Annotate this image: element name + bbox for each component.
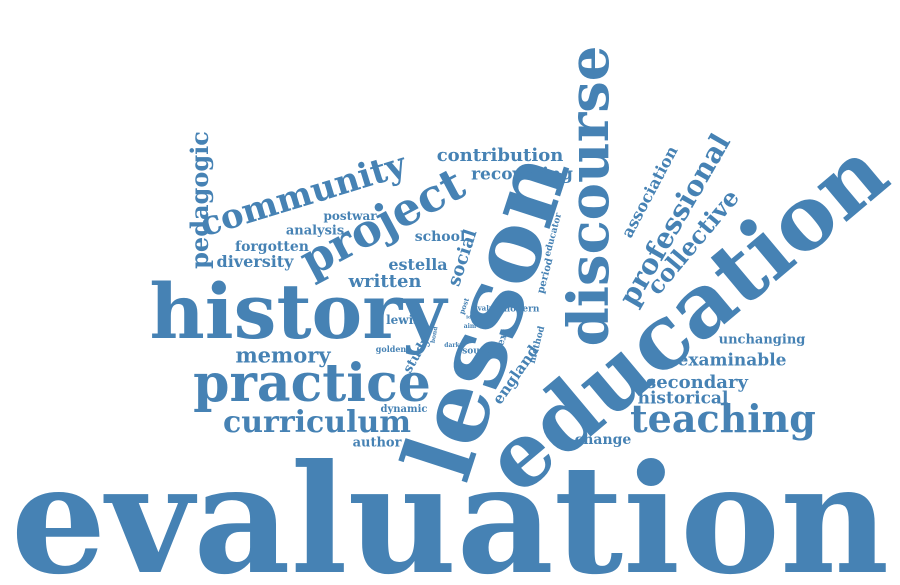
word-modern: modern xyxy=(500,304,540,315)
word-written: written xyxy=(348,271,422,292)
word-diversity: diversity xyxy=(216,252,294,271)
word-lewis: lewis xyxy=(386,313,420,327)
word-contribution: contribution xyxy=(436,145,564,166)
word-change: change xyxy=(574,432,632,448)
word-historical: historical xyxy=(637,388,729,409)
word-value: value xyxy=(477,303,499,313)
word-history: history xyxy=(149,267,447,356)
word-golden: golden xyxy=(375,344,407,354)
word-forgotten: forgotten xyxy=(235,239,309,255)
word-aim: aim xyxy=(463,323,477,330)
word-unchanging: unchanging xyxy=(718,332,806,348)
word-dynamic: dynamic xyxy=(380,404,428,415)
word-recovering: recovering xyxy=(471,164,573,185)
word-discourse: discourse xyxy=(556,45,622,347)
word-memory: memory xyxy=(235,342,331,368)
word-analysis: analysis xyxy=(285,223,345,239)
word-practice: practice xyxy=(193,353,431,414)
word-curriculum: curriculum xyxy=(222,405,412,440)
word-secondary: secondary xyxy=(646,372,748,393)
word-dark: dark xyxy=(444,342,460,349)
word-evaluation: evaluation xyxy=(10,432,890,585)
word-school: school xyxy=(414,229,466,245)
word-postwar: postwar xyxy=(323,209,377,223)
word-source: source xyxy=(462,346,496,357)
word-teaching: teaching xyxy=(630,396,816,441)
word-pedagogic: pedagogic xyxy=(185,131,214,269)
word-author: author xyxy=(352,435,402,451)
word-examinable: examinable xyxy=(677,350,787,371)
word-idea: idea xyxy=(466,314,478,321)
word-estella: estella xyxy=(388,255,448,274)
